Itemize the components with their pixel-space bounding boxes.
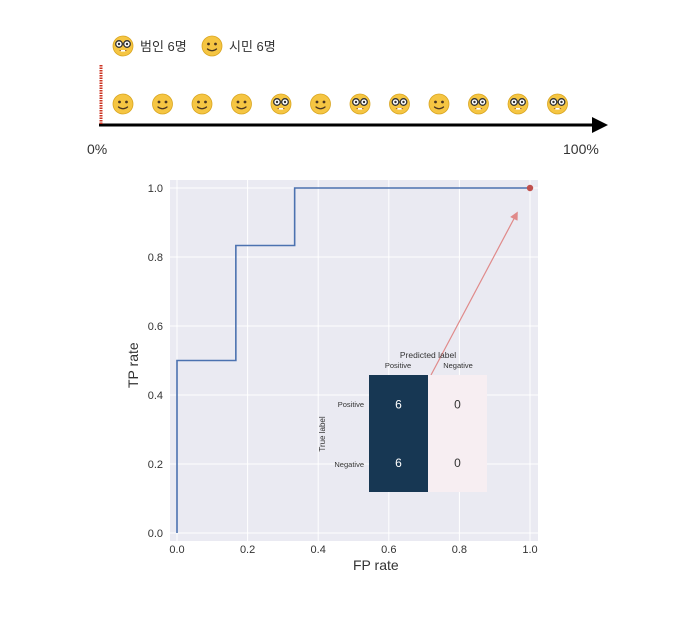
y-tick-label: 0.4 [148,390,163,402]
x-tick-label: 0.4 [311,544,326,556]
smiling-face-icon [112,93,134,115]
cm-cells: 6 0 6 0 [369,375,487,492]
cm-cell-value: 0 [454,456,461,470]
cm-col-label-positive: Positive [385,361,411,370]
cm-cell-value: 6 [395,456,402,470]
nerd-face-icon [112,35,134,57]
x-tick-label: 0.8 [452,544,467,556]
cm-cell [369,433,428,492]
cm-cell-value: 6 [395,397,402,411]
annotation-arrow [430,211,518,376]
x-axis-label: FP rate [353,557,399,573]
cm-cell-value: 0 [454,397,461,411]
roc-curve [176,187,530,533]
smiling-face-icon [191,93,213,115]
cm-cell [428,433,487,492]
smiling-face-icon [201,35,223,57]
nerd-face-icon [349,93,371,115]
threshold-scale: 0% 100% [87,65,608,157]
nerd-face-icon [546,93,569,115]
legend: 범인 6명 시민 6명 [112,35,276,57]
cm-row-label-positive: Positive [338,400,364,409]
y-tick-label: 0.8 [148,252,163,264]
cm-col-label-negative: Negative [443,361,473,370]
cm-title: Predicted label [400,350,456,360]
x-tick-label: 0.6 [381,544,396,556]
highlight-point [526,184,534,192]
scale-start-label: 0% [87,141,107,157]
y-tick-label: 1.0 [148,183,163,195]
cm-ylabel: True label [318,416,327,452]
smiling-face-icon [151,93,174,115]
legend-criminal-label: 범인 6명 [140,39,187,54]
x-tick-label: 0.2 [240,544,255,556]
scale-arrowhead [592,117,608,133]
cm-cell [428,375,487,434]
y-tick-label: 0.2 [148,459,163,471]
tick-labels: 0.0 0.2 0.4 0.6 0.8 1.0 0.0 0.2 0.4 0.6 0.8 1.0 [148,183,538,556]
legend-citizen-label: 시민 6명 [229,39,276,54]
smiling-face-icon [230,93,253,115]
roc-chart: 0.0 0.2 0.4 0.6 0.8 1.0 0.0 0.2 0.4 0.6 0.8 1.0 FP … [125,180,538,573]
cm-cell [369,375,428,434]
scale-emojis [112,93,569,115]
y-axis-label: TP rate [125,342,141,388]
nerd-face-icon [467,93,490,115]
cm-row-label-negative: Negative [334,460,364,469]
smiling-face-icon [309,93,332,115]
x-tick-label: 0.0 [169,544,184,556]
y-tick-label: 0.0 [148,528,163,540]
confusion-matrix: Predicted label Positive Negative Positi… [318,350,487,492]
nerd-face-icon [507,93,529,115]
y-tick-label: 0.6 [148,321,163,333]
smiling-face-icon [428,93,450,115]
nerd-face-icon [388,93,411,115]
scale-end-label: 100% [563,141,599,157]
nerd-face-icon [270,93,292,115]
x-tick-label: 1.0 [522,544,537,556]
